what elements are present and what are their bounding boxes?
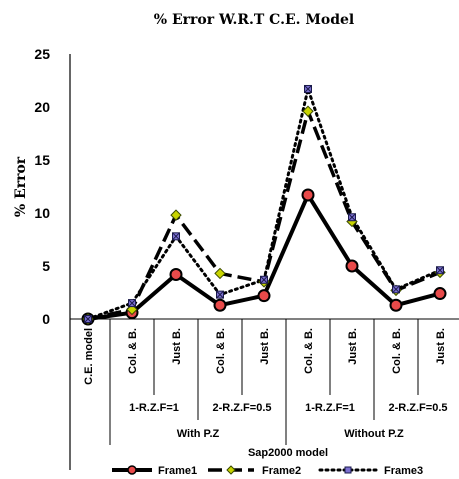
legend-frame1-label: Frame1	[158, 465, 197, 477]
axes	[69, 54, 459, 470]
category-label: Col. & B.	[215, 328, 227, 374]
y-tick-labels: 0 5 10 15 20 25	[34, 46, 50, 327]
category-label: Col. & B.	[391, 328, 403, 374]
frame2-point	[170, 209, 182, 221]
frame2-point	[214, 267, 226, 280]
frame1-point	[301, 188, 315, 202]
category-labels: C.E. model Col. & B. Just B. Col. & B. Just …	[83, 328, 447, 385]
frame1-point	[169, 267, 183, 281]
y-tick-label: 20	[34, 99, 50, 115]
frame2-point	[302, 105, 314, 117]
y-axis-label: % Error	[13, 156, 29, 217]
category-label: C.E. model	[83, 328, 95, 385]
subgroup-label: 2-R.Z.F=0.5	[389, 402, 448, 414]
y-tick-label: 0	[42, 311, 50, 327]
y-tick-label: 5	[42, 258, 50, 274]
category-label: Just B.	[171, 328, 183, 365]
frame3-point-cross	[260, 275, 268, 284]
frame3-point-cross	[436, 266, 444, 275]
frame1-point	[389, 298, 403, 312]
y-tick-label: 15	[34, 152, 50, 168]
frame3-point-cross	[128, 299, 136, 307]
legend-frame3-marker	[344, 466, 352, 474]
category-label: Just B.	[435, 328, 447, 365]
legend: Frame1 Frame2 Frame3	[112, 465, 423, 477]
frame3-point-cross	[172, 232, 180, 241]
series-line-frame2	[87, 109, 441, 321]
frame1-point	[433, 287, 447, 301]
frame3-point-cross	[84, 315, 92, 323]
subgroup-label: 1-R.Z.F=1	[305, 402, 355, 414]
frame3-point-cross	[392, 285, 400, 294]
legend-frame2-marker	[226, 465, 236, 475]
frame1-point	[257, 289, 271, 303]
subgroup-label: 1-R.Z.F=1	[129, 402, 179, 414]
category-label: Col. & B.	[303, 328, 315, 374]
frame1-point	[213, 298, 227, 312]
series-lines	[81, 84, 447, 326]
group-label: With P.Z	[177, 428, 220, 440]
legend-frame2-label: Frame2	[262, 465, 301, 477]
category-label: Just B.	[347, 328, 359, 365]
legend-frame1-marker	[127, 465, 137, 475]
y-tick-label: 10	[34, 205, 50, 221]
group-labels: With P.Z Without P.Z	[177, 428, 404, 440]
group-label: Without P.Z	[344, 428, 404, 440]
frame3-point-cross	[216, 290, 224, 299]
subgroup-labels: 1-R.Z.F=1 2-R.Z.F=0.5 1-R.Z.F=1 2-R.Z.F=0.5	[129, 402, 447, 414]
frame3-point-cross	[304, 85, 312, 93]
y-tick-label: 25	[34, 46, 50, 62]
category-label: Col. & B.	[127, 328, 139, 374]
x-axis-label: Sap2000 model	[248, 447, 328, 459]
legend-frame3-label: Frame3	[384, 465, 423, 477]
frame1-point	[345, 259, 359, 273]
frame3-point-cross	[348, 213, 356, 222]
subgroup-label: 2-R.Z.F=0.5	[213, 402, 272, 414]
chart-title: % Error W.R.T C.E. Model	[154, 12, 354, 28]
category-label: Just B.	[259, 328, 271, 365]
